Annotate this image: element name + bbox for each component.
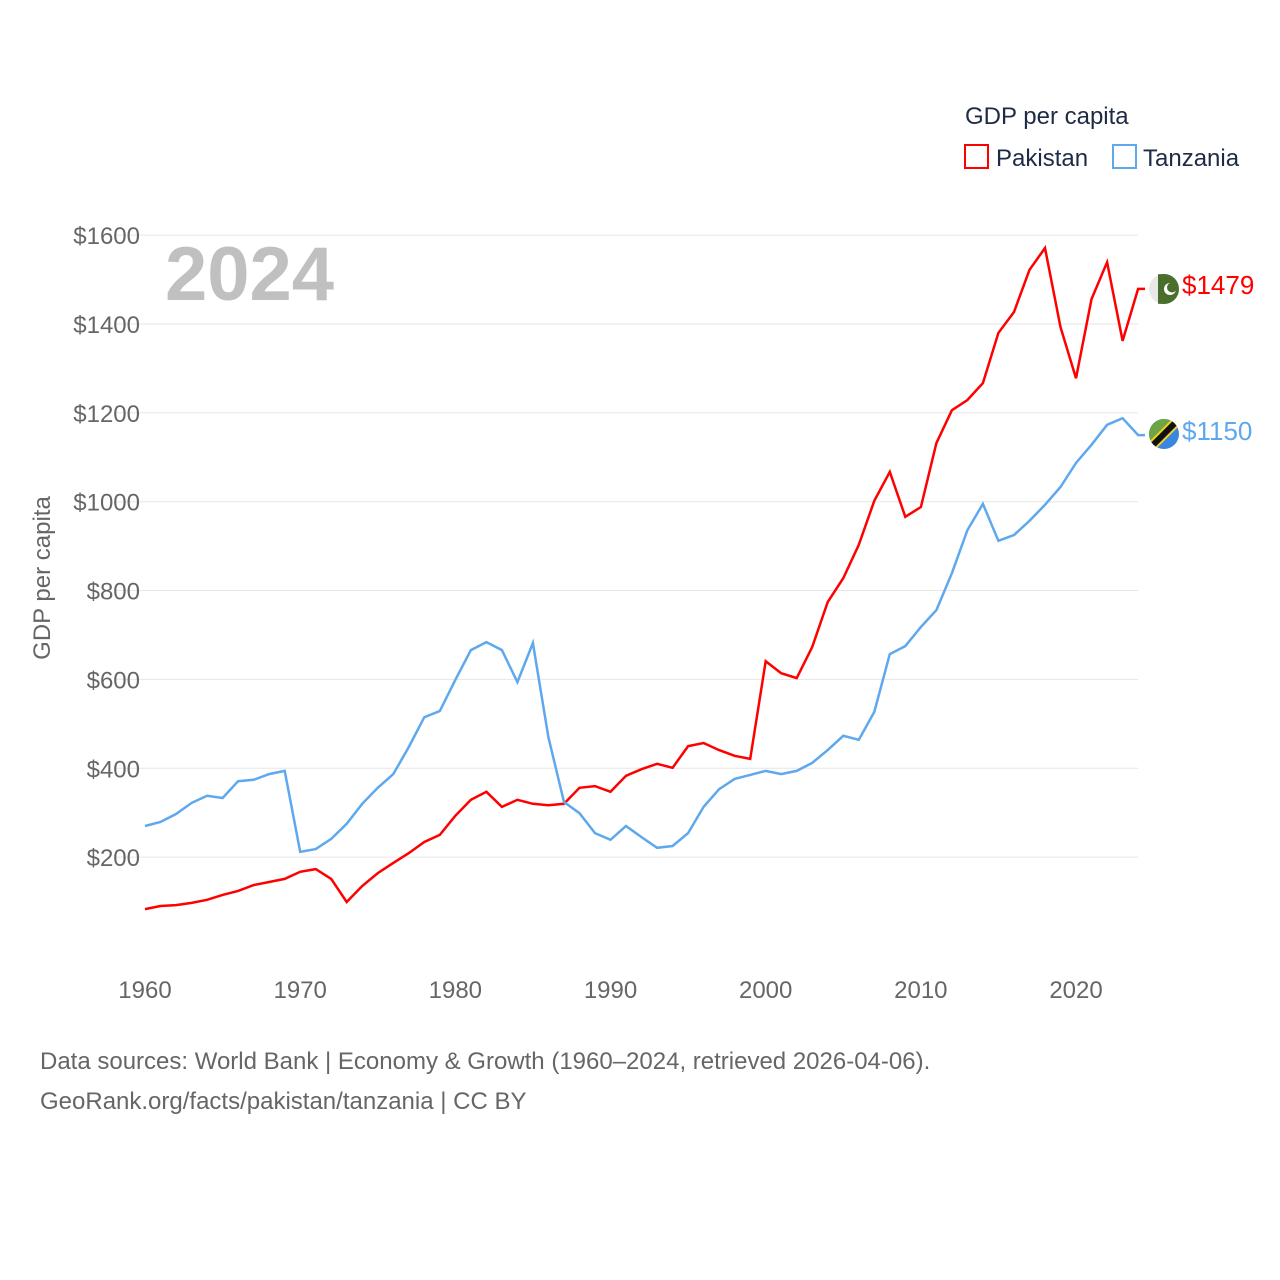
footer-sources: Data sources: World Bank | Economy & Gro… [40, 1048, 931, 1075]
x-tick-label: 1970 [273, 977, 326, 1004]
pakistan-end-value: $1479 [1182, 270, 1254, 300]
y-tick-label: $1400 [73, 312, 140, 339]
end-labels: $1479 $1150 [1149, 270, 1254, 449]
legend: GDP per capita Pakistan Tanzania [964, 103, 1240, 172]
series-lines [144, 244, 1145, 911]
x-tick-label: 2020 [1049, 977, 1102, 1004]
legend-swatch-pakistan [964, 144, 989, 169]
y-tick-label: $1000 [73, 490, 140, 517]
series-line-tanzania [144, 416, 1145, 854]
y-tick-label: $400 [87, 756, 140, 783]
x-tick-label: 2010 [894, 977, 947, 1004]
y-axis-label: GDP per capita [29, 496, 56, 660]
x-tick-label: 1980 [429, 977, 482, 1004]
x-tick-label: 1960 [118, 977, 171, 1004]
y-tick-label: $800 [87, 579, 140, 606]
legend-title: GDP per capita [965, 103, 1129, 130]
tanzania-flag-icon [1149, 419, 1179, 449]
x-tick-label: 2000 [739, 977, 792, 1004]
legend-item-pakistan[interactable]: Pakistan [964, 144, 1088, 172]
y-tick-label: $1200 [73, 401, 140, 428]
x-axis-ticks: 1960 1970 1980 1990 2000 2010 2020 [118, 977, 1102, 1004]
y-tick-label: $1600 [73, 223, 140, 250]
x-tick-label: 1990 [584, 977, 637, 1004]
y-axis-ticks: $200 $400 $600 $800 $1000 $1200 $1400 $1600 [73, 223, 140, 872]
current-year-label: 2024 [165, 232, 334, 317]
pakistan-flag-icon [1149, 274, 1179, 304]
tanzania-end-value: $1150 [1182, 416, 1252, 446]
legend-swatch-tanzania [1112, 144, 1137, 169]
y-tick-label: $600 [87, 667, 140, 694]
legend-label-pakistan: Pakistan [996, 145, 1088, 172]
gridlines [115, 234, 1138, 858]
legend-label-tanzania: Tanzania [1143, 145, 1240, 172]
data-source-footer: Data sources: World Bank | Economy & Gro… [40, 1042, 930, 1122]
legend-item-tanzania[interactable]: Tanzania [1112, 144, 1240, 172]
y-tick-label: $200 [87, 845, 140, 872]
series-line-pakistan [144, 244, 1145, 911]
footer-attribution[interactable]: GeoRank.org/facts/pakistan/tanzania | CC… [40, 1088, 527, 1115]
